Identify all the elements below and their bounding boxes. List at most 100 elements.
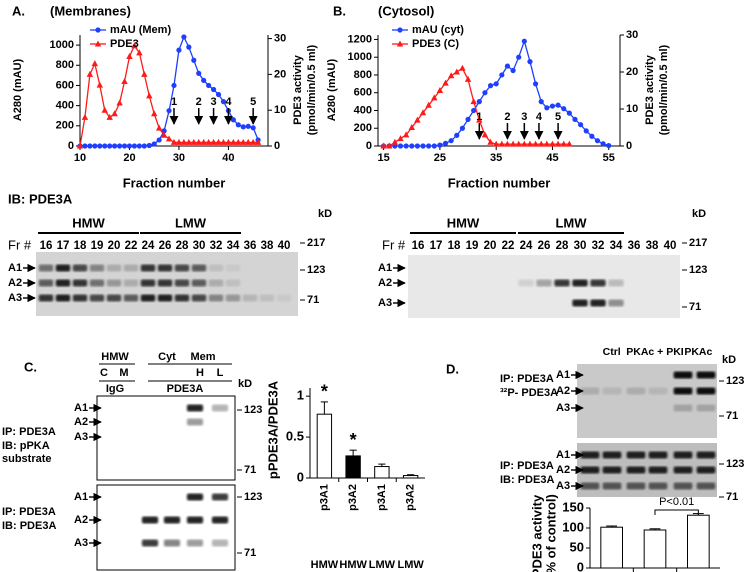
band [626, 466, 646, 474]
point [437, 142, 443, 148]
point [146, 142, 152, 149]
row-label: ³²P- PDE3A [500, 387, 558, 399]
point [487, 83, 494, 89]
lane-label: 17 [430, 240, 443, 252]
point [220, 138, 227, 145]
point [594, 138, 601, 144]
point [245, 123, 251, 129]
legend-marker [95, 27, 101, 33]
significance-label: P<0.01 [659, 496, 694, 508]
point [101, 106, 108, 113]
y-axis-title: PDE3 activity [529, 494, 544, 572]
point [181, 34, 187, 40]
point [116, 143, 123, 149]
point [136, 49, 143, 56]
group-label: PDE3A [167, 383, 204, 395]
point [126, 143, 133, 149]
point [161, 128, 167, 134]
y-tick-label: 100 [562, 519, 584, 534]
annotation: 4 [225, 96, 232, 108]
band [211, 539, 229, 547]
point [403, 143, 409, 149]
lane-label: 30 [193, 240, 206, 252]
band [157, 294, 173, 302]
legend-label: PDE3 (C) [412, 38, 459, 50]
legend-marker [94, 40, 102, 47]
point [431, 143, 437, 149]
header-label: Mem [190, 351, 215, 363]
y-tick-label: 400 [354, 104, 372, 116]
point [521, 38, 527, 44]
point [102, 143, 108, 149]
point [230, 117, 236, 123]
y-axis-title: pPDE3A/PDE3A [265, 380, 280, 479]
y2-axis-title: (pmol/min/0.5 ml) [658, 44, 670, 135]
x-tick-label: 55 [603, 152, 615, 164]
y-axis-title: A280 (mAU) [12, 58, 24, 121]
point [471, 107, 477, 114]
point [459, 64, 466, 71]
y2-tick-label: 30 [626, 29, 638, 41]
band [602, 387, 622, 395]
point [240, 138, 247, 145]
point [549, 103, 556, 109]
y2-tick-label: 10 [274, 104, 286, 116]
band [72, 294, 88, 302]
point [459, 125, 466, 131]
point [206, 82, 212, 89]
band [673, 404, 693, 412]
y-tick-label: 0 [366, 140, 372, 152]
band [518, 279, 534, 287]
x-tick-label: 45 [546, 152, 558, 164]
point [589, 133, 595, 139]
lane-label: 40 [278, 240, 291, 252]
band [211, 493, 229, 501]
point [170, 138, 178, 145]
y-tick-label: 800 [56, 59, 74, 71]
lane-label: 16 [412, 240, 425, 252]
band [211, 516, 229, 524]
point [408, 124, 415, 130]
point [96, 81, 103, 88]
bar [402, 475, 419, 479]
legend-marker [397, 27, 403, 33]
y-tick-label: 1000 [50, 39, 74, 51]
row-label: IB: pPKA [2, 440, 50, 452]
point [146, 92, 153, 99]
lane-label: 20 [108, 240, 121, 252]
point [210, 138, 217, 145]
point [526, 140, 534, 147]
point [191, 57, 197, 63]
point [160, 131, 168, 138]
band [163, 539, 181, 547]
lane-label: 22 [502, 240, 515, 252]
band-label: A2 [556, 464, 570, 476]
y-axis-title: (% of control) [543, 494, 558, 572]
point [245, 138, 252, 145]
group-label: HMW [339, 559, 367, 571]
annotation: 2 [196, 96, 202, 108]
point [205, 138, 212, 145]
panel-label: D. [446, 361, 459, 376]
point [566, 140, 573, 147]
band [191, 264, 207, 272]
band [580, 387, 600, 395]
point [476, 99, 482, 105]
band [580, 451, 600, 459]
x-tick-label: 10 [74, 152, 86, 164]
point [87, 143, 93, 149]
blot [577, 443, 717, 497]
band [55, 279, 71, 287]
band [626, 387, 646, 395]
band [140, 279, 156, 287]
band [55, 264, 71, 272]
point [86, 70, 94, 77]
band [673, 466, 693, 474]
y-tick-label: 1000 [348, 51, 372, 63]
x-axis-title: Fraction number [123, 175, 226, 190]
band [225, 294, 241, 302]
point [380, 142, 387, 149]
point [527, 59, 533, 65]
point [555, 102, 561, 108]
